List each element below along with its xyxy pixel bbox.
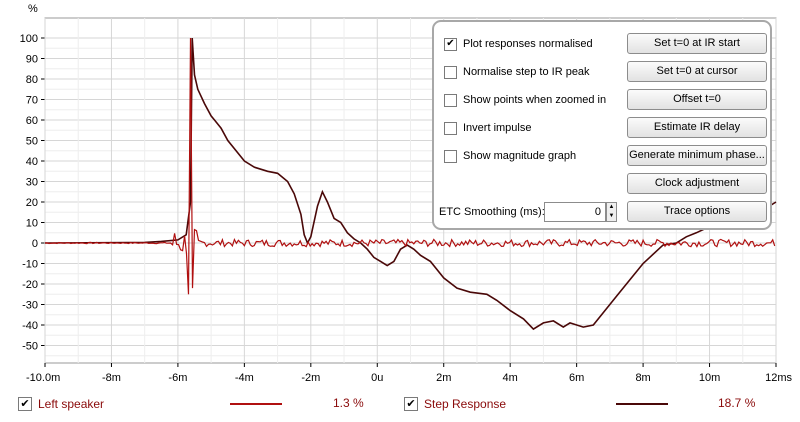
step-response-value: 18.7 % xyxy=(718,396,756,410)
set-t0-cursor-button[interactable]: Set t=0 at cursor xyxy=(627,61,767,82)
x-tick-label: -6m xyxy=(168,372,187,384)
left-speaker-line-swatch xyxy=(230,403,282,405)
invert-impulse-label: Invert impulse xyxy=(463,122,532,134)
left-speaker-checkbox[interactable]: ✔ xyxy=(18,397,32,411)
x-tick-label: 2m xyxy=(436,372,451,384)
y-tick-label: 80 xyxy=(26,74,38,86)
step-response-checkbox[interactable]: ✔ xyxy=(404,397,418,411)
x-tick-label: -4m xyxy=(235,372,254,384)
x-tick-label: 6m xyxy=(569,372,584,384)
y-tick-label: -10 xyxy=(22,259,38,271)
etc-smoothing-spinner[interactable]: ▲ ▼ xyxy=(606,202,617,222)
normalise-step-checkbox[interactable] xyxy=(444,65,457,79)
offset-t0-button[interactable]: Offset t=0 xyxy=(627,89,767,110)
y-tick-label: 50 xyxy=(26,136,38,148)
y-tick-label: 70 xyxy=(26,95,38,107)
y-tick-label: 40 xyxy=(26,156,38,168)
y-tick-label: -50 xyxy=(22,341,38,353)
impulse-response-trace xyxy=(44,37,776,295)
clock-adjustment-button[interactable]: Clock adjustment xyxy=(627,173,767,194)
x-tick-label: 0u xyxy=(371,372,383,384)
left-speaker-value: 1.3 % xyxy=(333,396,364,410)
magnitude-graph-label: Show magnitude graph xyxy=(463,150,577,162)
set-t0-ir-start-button[interactable]: Set t=0 at IR start xyxy=(627,33,767,54)
y-tick-label: 0 xyxy=(32,238,38,250)
left-speaker-label: Left speaker xyxy=(38,397,105,411)
checkmark-icon: ✔ xyxy=(406,398,416,410)
invert-impulse-option[interactable]: Invert impulse xyxy=(444,120,531,136)
legend-left-speaker[interactable]: ✔ Left speaker xyxy=(18,396,104,412)
x-tick-label: 12ms xyxy=(765,372,792,384)
legend-step-response[interactable]: ✔ Step Response xyxy=(404,396,506,412)
x-tick-label: -10.0m xyxy=(26,372,60,384)
spin-down-icon[interactable]: ▼ xyxy=(608,213,615,219)
y-tick-label: -30 xyxy=(22,300,38,312)
plot-grid xyxy=(41,17,777,367)
x-tick-label: 8m xyxy=(635,372,650,384)
plot-normalised-label: Plot responses normalised xyxy=(463,38,593,50)
y-tick-label: 10 xyxy=(26,218,38,230)
step-response-trace xyxy=(44,37,777,331)
checkmark-icon: ✔ xyxy=(446,38,455,49)
x-tick-label: 10m xyxy=(699,372,720,384)
y-tick-label: -20 xyxy=(22,279,38,291)
x-tick-label: -8m xyxy=(102,372,121,384)
checkmark-icon: ✔ xyxy=(20,398,30,410)
y-tick-label: 100 xyxy=(20,33,38,45)
x-tick-label: 4m xyxy=(503,372,518,384)
generate-min-phase-button[interactable]: Generate minimum phase... xyxy=(627,145,767,166)
show-points-option[interactable]: Show points when zoomed in xyxy=(444,92,606,108)
y-tick-label: 90 xyxy=(26,54,38,66)
show-points-label: Show points when zoomed in xyxy=(463,94,607,106)
normalise-step-label: Normalise step to IR peak xyxy=(463,66,590,78)
estimate-ir-delay-button[interactable]: Estimate IR delay xyxy=(627,117,767,138)
x-axis-ticks: -10.0m -8m -6m -4m -2m 0u 2m 4m 6m 8m 10m 12ms xyxy=(26,372,792,384)
spin-up-icon[interactable]: ▲ xyxy=(608,204,615,210)
show-points-checkbox[interactable] xyxy=(444,93,457,107)
y-tick-label: 20 xyxy=(26,197,38,209)
controls-panel: ✔ Plot responses normalised Normalise st… xyxy=(432,20,772,230)
etc-smoothing-input[interactable]: 0 xyxy=(544,202,606,222)
magnitude-graph-option[interactable]: Show magnitude graph xyxy=(444,148,576,164)
plot-normalised-checkbox[interactable]: ✔ xyxy=(444,37,457,51)
y-tick-label: 30 xyxy=(26,177,38,189)
magnitude-graph-checkbox[interactable] xyxy=(444,149,457,163)
trace-options-button[interactable]: Trace options xyxy=(627,201,767,222)
etc-smoothing-label: ETC Smoothing (ms): xyxy=(439,206,545,218)
step-response-label: Step Response xyxy=(424,397,507,411)
step-response-line-swatch xyxy=(616,403,668,405)
invert-impulse-checkbox[interactable] xyxy=(444,121,457,135)
normalise-step-option[interactable]: Normalise step to IR peak xyxy=(444,64,590,80)
y-unit-label: % xyxy=(28,3,38,15)
y-tick-label: 60 xyxy=(26,115,38,127)
y-tick-label: -40 xyxy=(22,320,38,332)
x-tick-label: -2m xyxy=(301,372,320,384)
plot-normalised-option[interactable]: ✔ Plot responses normalised xyxy=(444,36,593,52)
